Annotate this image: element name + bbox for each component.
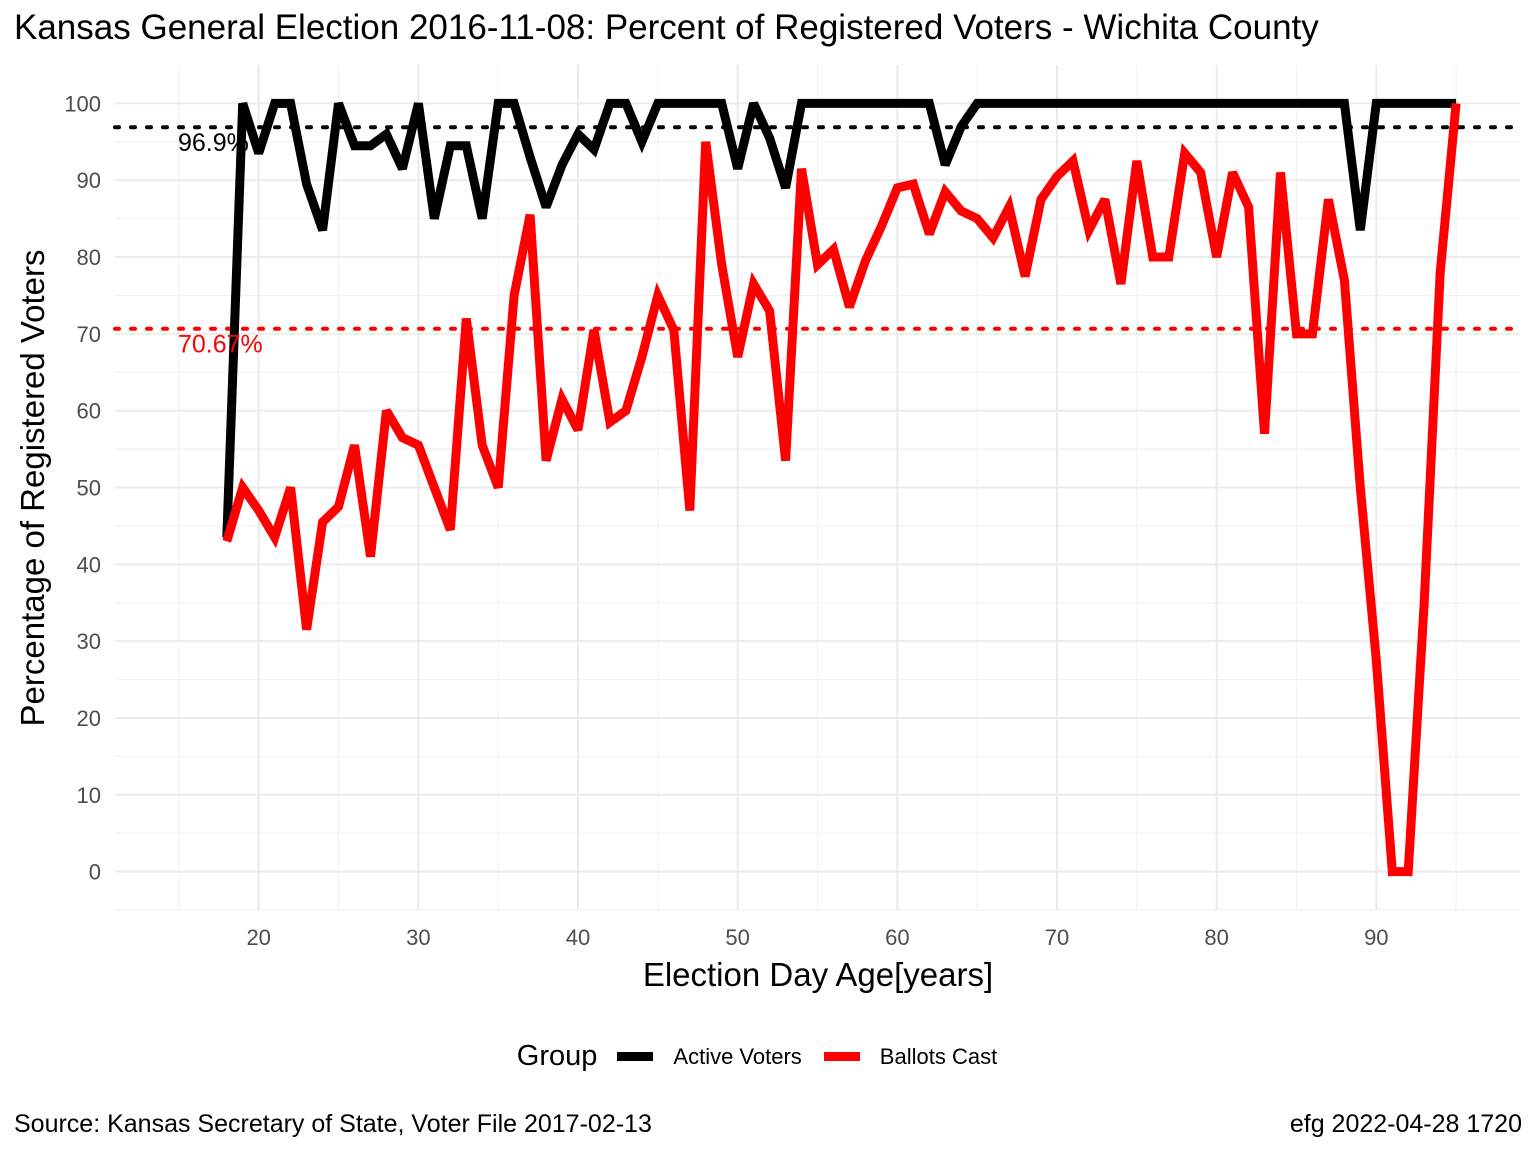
reference-labels: 96.9% 70.67% [178,129,263,358]
x-axis-title: Election Day Age[years] [643,956,993,993]
y-tick-label: 0 [89,860,101,885]
x-tick-label: 40 [566,925,590,950]
reference-lines [113,125,1522,331]
y-tick-label: 30 [77,629,101,654]
y-tick-label: 40 [77,552,101,577]
legend-label-active-voters: Active Voters [673,1043,802,1069]
x-tick-label: 50 [725,925,749,950]
chart-title: Kansas General Election 2016-11-08: Perc… [14,8,1319,47]
grid-lines [115,65,1520,911]
x-tick-label: 30 [406,925,430,950]
reference-label: 70.67% [178,331,263,359]
x-tick-label: 60 [885,925,909,950]
legend-item-ballots-cast: Ballots Cast [823,1043,998,1070]
y-tick-label: 60 [77,399,101,424]
x-tick-labels: 20 30 40 50 60 70 80 90 [246,925,1388,950]
y-tick-label: 100 [64,91,101,116]
legend-item-active-voters: Active Voters [617,1043,802,1070]
legend-key-ballots-cast [823,1052,860,1061]
legend: Group Active Voters Ballots Cast [0,1040,1536,1073]
x-tick-label: 90 [1364,925,1388,950]
source-caption: Source: Kansas Secretary of State, Voter… [14,1110,652,1138]
y-tick-labels: 0 10 20 30 40 50 60 70 80 90 100 [64,91,101,884]
x-tick-label: 20 [246,925,270,950]
x-tick-label: 80 [1204,925,1228,950]
credit-caption: efg 2022-04-28 1720 [1289,1110,1522,1138]
series-line-ballots-cast [222,102,1461,877]
legend-key-active-voters [617,1052,654,1061]
legend-label-ballots-cast: Ballots Cast [879,1043,998,1069]
y-tick-label: 80 [77,245,101,270]
y-tick-label: 20 [77,706,101,731]
legend-title: Group [516,1040,598,1072]
y-tick-label: 70 [77,322,101,347]
x-tick-label: 70 [1045,925,1069,950]
reference-label: 96.9% [178,129,249,157]
series-lines [222,98,1461,877]
series-line-active-voters [222,98,1457,538]
y-axis-title: Percentage of Registered Voters [14,250,51,727]
y-tick-label: 90 [77,168,101,193]
y-tick-label: 10 [77,783,101,808]
y-tick-label: 50 [77,476,101,501]
